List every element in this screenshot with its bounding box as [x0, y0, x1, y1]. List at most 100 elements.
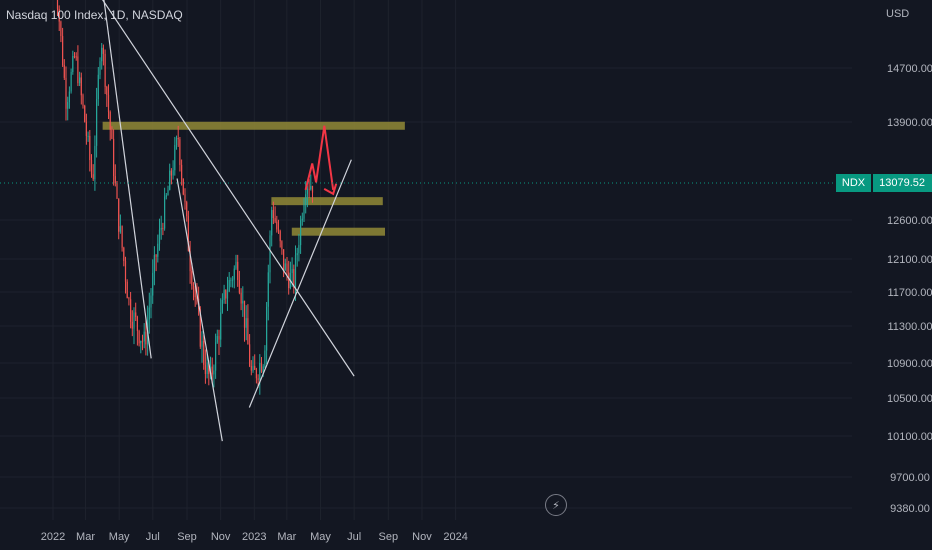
y-tick-label: 10900.00 — [887, 358, 932, 370]
candle-body — [104, 53, 106, 87]
candle-body — [276, 221, 278, 230]
candle-body — [300, 220, 302, 246]
candle-body — [272, 210, 275, 219]
candle-body — [211, 366, 213, 375]
x-axis[interactable]: 2022 Mar May Jul Sep Nov 2023 Mar May Jul Sep Nov 20… — [41, 531, 468, 543]
candle-body — [305, 194, 307, 205]
candle-body — [140, 340, 142, 344]
resistance-zone[interactable] — [271, 197, 383, 206]
trendline[interactable] — [176, 178, 223, 442]
candle-body — [84, 105, 86, 122]
candle-body — [89, 135, 91, 161]
resistance-zone[interactable] — [291, 227, 386, 236]
projection-path[interactable] — [304, 125, 338, 196]
candle-body — [184, 194, 186, 203]
candle-body — [65, 77, 67, 109]
candle-body — [158, 229, 161, 244]
candle-body — [223, 289, 225, 300]
x-tick-label: May — [109, 531, 130, 543]
x-tick-label: 2022 — [41, 531, 65, 543]
candle-body — [235, 261, 237, 269]
candle-body — [216, 336, 218, 343]
candle-body — [208, 362, 210, 375]
candle-body — [240, 292, 242, 304]
trendline[interactable] — [58, 0, 355, 377]
candle-body — [92, 174, 94, 180]
candle-body — [73, 56, 76, 58]
resistance-zone[interactable] — [102, 121, 405, 130]
x-tick-label: Mar — [277, 531, 296, 543]
y-tick-label: 9380.00 — [890, 503, 930, 515]
candle-body — [298, 245, 300, 254]
candle-body — [82, 95, 84, 106]
candle-body — [194, 289, 196, 298]
candle-body — [237, 261, 239, 281]
candle-body — [87, 135, 89, 137]
candle-body — [192, 285, 195, 290]
candle-body — [160, 228, 162, 230]
candle-body — [111, 129, 113, 139]
candle-body — [259, 362, 261, 380]
candle-body — [164, 196, 166, 229]
candle-body — [102, 47, 105, 54]
candle-body — [294, 255, 297, 288]
candle-body — [242, 300, 244, 304]
x-tick-label: Mar — [76, 531, 95, 543]
candle-body — [131, 321, 133, 329]
candle-body — [303, 204, 305, 219]
x-tick-label: 2023 — [242, 531, 266, 543]
candle-body — [75, 56, 77, 58]
candle-body — [204, 364, 207, 375]
candle-body — [218, 336, 220, 340]
candle-body — [255, 369, 258, 379]
candle-body — [133, 312, 135, 329]
candle-body — [284, 263, 286, 271]
projection-line[interactable] — [304, 125, 335, 191]
trendlines[interactable] — [58, 0, 355, 442]
candle-body — [308, 188, 310, 190]
candle-body — [249, 344, 251, 367]
candle-body — [238, 280, 241, 293]
y-tick-label: 14700.00 — [887, 63, 932, 75]
last-price-badge: NDX 13079.52 — [835, 174, 932, 192]
projection-arrowhead — [323, 183, 338, 196]
candle-body — [232, 279, 234, 281]
x-tick-label: Nov — [211, 531, 231, 543]
y-tick-label: 10100.00 — [887, 431, 932, 443]
candle-body — [293, 269, 295, 288]
candle-body — [181, 164, 183, 179]
candle-body — [94, 145, 96, 180]
candle-body — [182, 178, 184, 195]
candle-body — [96, 99, 98, 146]
candle-body — [67, 102, 69, 109]
candle-body — [63, 65, 65, 78]
x-tick-label: Jul — [347, 531, 361, 543]
resistance-zones[interactable] — [102, 121, 405, 236]
candle-body — [266, 306, 268, 351]
y-axis[interactable]: 14700.00 13900.00 12600.00 12100.00 11700.00… — [887, 63, 932, 515]
trendline[interactable] — [96, 0, 152, 359]
x-tick-label: Sep — [177, 531, 197, 543]
candle-body — [243, 300, 246, 328]
candle-body — [72, 56, 74, 72]
y-tick-label: 11300.00 — [887, 321, 932, 333]
candle-body — [264, 350, 266, 367]
x-tick-label: Jul — [146, 531, 160, 543]
candle-body — [77, 56, 79, 84]
candle-body — [247, 318, 249, 345]
candle-body — [56, 0, 59, 9]
lightning-icon[interactable]: ⚡ — [545, 494, 567, 516]
candle-body — [162, 228, 164, 230]
candle-body — [177, 137, 179, 140]
candle-body — [311, 185, 314, 193]
candle-body — [119, 226, 122, 232]
last-price-value: 13079.52 — [873, 174, 932, 192]
candle-body — [277, 229, 280, 232]
y-tick-label: 10500.00 — [887, 393, 932, 405]
candle-body — [228, 280, 230, 292]
candle-body — [206, 362, 208, 375]
trendline[interactable] — [248, 159, 352, 408]
candle-body — [135, 312, 137, 317]
